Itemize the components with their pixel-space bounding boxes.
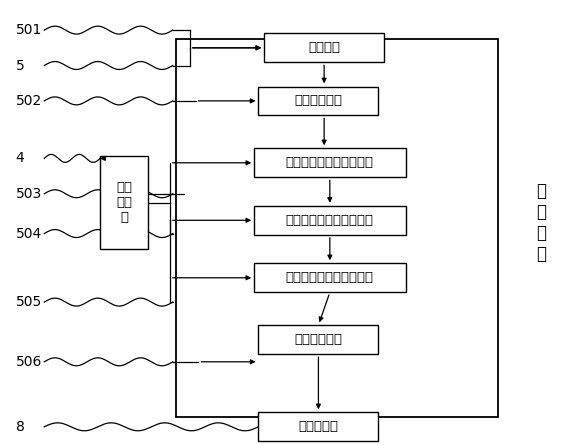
- FancyBboxPatch shape: [254, 206, 405, 235]
- FancyBboxPatch shape: [258, 413, 378, 441]
- Text: 复杂问题分解及协同求解: 复杂问题分解及协同求解: [286, 156, 374, 169]
- Text: 主控
计算
机: 主控 计算 机: [116, 181, 132, 224]
- FancyBboxPatch shape: [258, 86, 378, 115]
- Text: 502: 502: [15, 94, 42, 108]
- Text: 504: 504: [15, 227, 42, 241]
- Text: 5: 5: [15, 58, 25, 73]
- Text: 8: 8: [15, 420, 25, 434]
- Text: 系统辨识单元: 系统辨识单元: [294, 94, 343, 107]
- Text: 特征提取: 特征提取: [308, 41, 340, 54]
- FancyBboxPatch shape: [264, 33, 384, 62]
- Text: 4: 4: [15, 151, 25, 166]
- Text: 506: 506: [15, 355, 42, 369]
- FancyBboxPatch shape: [254, 263, 405, 292]
- Text: 503: 503: [15, 187, 42, 201]
- Text: 推
理
模
块: 推 理 模 块: [536, 182, 546, 263]
- Text: 信息融合单元: 信息融合单元: [294, 333, 343, 346]
- Text: 基于模糊关系分析的诊断: 基于模糊关系分析的诊断: [286, 271, 374, 284]
- FancyBboxPatch shape: [100, 156, 149, 249]
- Text: 505: 505: [15, 295, 42, 309]
- Text: 数据库模块: 数据库模块: [298, 421, 339, 433]
- Text: 基于知识的诊断专家系统: 基于知识的诊断专家系统: [286, 214, 374, 227]
- Text: 501: 501: [15, 23, 42, 37]
- FancyBboxPatch shape: [258, 325, 378, 354]
- FancyBboxPatch shape: [254, 149, 405, 177]
- FancyBboxPatch shape: [176, 39, 498, 417]
